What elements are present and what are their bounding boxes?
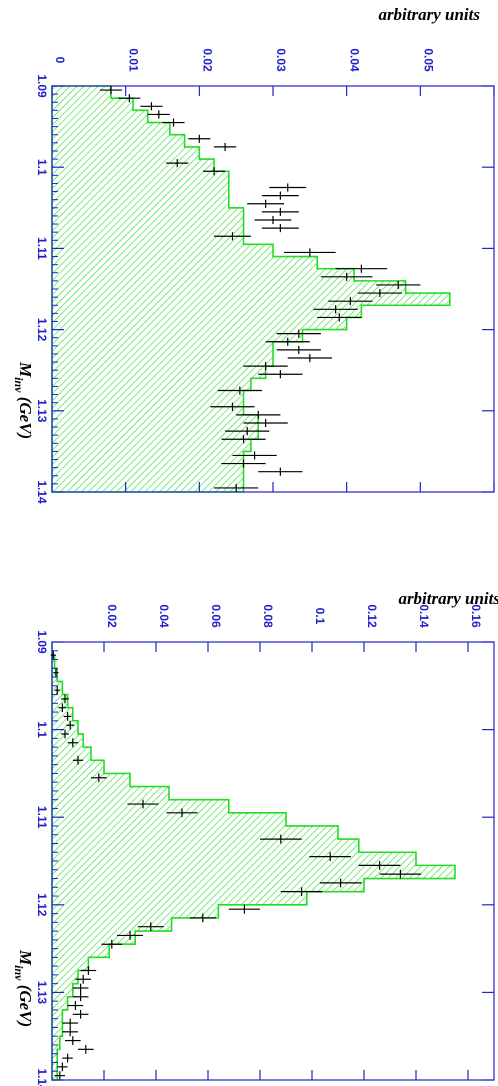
panel-2-ytick-label-7: 0.16 bbox=[469, 604, 483, 628]
panel-1-xtick-label-4: 1.13 bbox=[35, 399, 49, 423]
panel-2-xlabel-main: M bbox=[16, 949, 35, 966]
panel-1-histogram bbox=[51, 85, 451, 493]
panel-2-ytick-label-2: 0.06 bbox=[209, 604, 223, 628]
panel-2-xtick-label-5: 1.14 bbox=[35, 1068, 49, 1086]
panel-2-xlabel-unit: (GeV) bbox=[16, 980, 35, 1027]
panel-1-ytick-label-1: 0.01 bbox=[127, 48, 141, 72]
panel-2-ytick-label-5: 0.12 bbox=[365, 604, 379, 628]
panel-2-xlabel: Minv (GeV) bbox=[12, 949, 35, 1027]
panel-1-ytick-label-6: 0.06 bbox=[495, 48, 498, 72]
panel-2-ytick-label-6: 0.14 bbox=[417, 604, 431, 628]
panel-1-xlabel-unit: (GeV) bbox=[16, 392, 35, 439]
panel-2-xtick-label-0: 1.09 bbox=[35, 630, 49, 654]
panel-1-xtick-label-5: 1.14 bbox=[35, 480, 49, 504]
panel-1-ytick-label-3: 0.03 bbox=[274, 48, 288, 72]
panel-1-ytick-label-5: 0.05 bbox=[421, 48, 435, 72]
panel-1: 1.09 1.1 1.11 1.12 1.13 1.14 0 0.01 0.02 0.03 0.04… bbox=[12, 5, 498, 504]
panel-1-xtick-label-2: 1.11 bbox=[35, 237, 49, 260]
panel-2-xlabel-sub: inv bbox=[12, 965, 26, 981]
panel-2-ytick-label-3: 0.08 bbox=[261, 604, 275, 628]
panel-2-ytick-label-0: 0.02 bbox=[105, 604, 119, 628]
panel-1-xlabel-sub: inv bbox=[12, 377, 26, 393]
panel-2-ylabel: arbitrary units bbox=[398, 589, 498, 608]
panel-1-ylabel: arbitrary units bbox=[378, 5, 480, 24]
panel-1-xtick-label-0: 1.09 bbox=[35, 74, 49, 98]
panel-1-ytick-label-2: 0.02 bbox=[200, 48, 214, 72]
panel-1-ytick-label-0: 0 bbox=[53, 57, 67, 64]
panel-1-ytick-label-4: 0.04 bbox=[348, 48, 362, 72]
panel-2-xtick-label-1: 1.1 bbox=[35, 721, 49, 738]
panel-2-xtick-label-3: 1.12 bbox=[35, 893, 49, 917]
panel-2: 1.09 1.1 1.11 1.12 1.13 1.14 0.02 0.04 0.06 0.08 0… bbox=[12, 589, 498, 1086]
panel-2-histogram bbox=[51, 642, 456, 1081]
panel-1-xtick-label-3: 1.12 bbox=[35, 318, 49, 342]
panel-1-xlabel: Minv (GeV) bbox=[12, 361, 35, 439]
panel-1-xtick-label-1: 1.1 bbox=[35, 159, 49, 176]
panel-2-xtick-label-2: 1.11 bbox=[35, 806, 49, 829]
panel-2-ytick-label-1: 0.04 bbox=[157, 604, 171, 628]
panel-2-ytick-label-4: 0.1 bbox=[313, 608, 327, 625]
panel-1-xlabel-main: M bbox=[16, 361, 35, 378]
panel-2-xtick-label-4: 1.13 bbox=[35, 981, 49, 1005]
